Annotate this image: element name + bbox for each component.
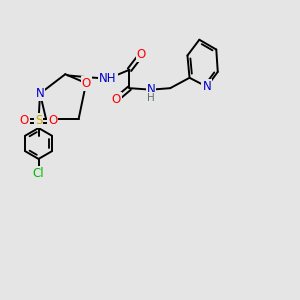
Text: O: O (112, 93, 121, 106)
Text: O: O (48, 114, 57, 128)
Text: O: O (137, 48, 146, 61)
Text: Cl: Cl (33, 167, 44, 180)
Text: N: N (36, 87, 44, 100)
Text: N: N (202, 80, 211, 93)
Text: S: S (35, 114, 42, 128)
Text: H: H (147, 93, 155, 103)
Text: NH: NH (99, 72, 117, 85)
Text: O: O (82, 76, 91, 90)
Text: O: O (20, 114, 29, 128)
Text: N: N (146, 83, 155, 96)
